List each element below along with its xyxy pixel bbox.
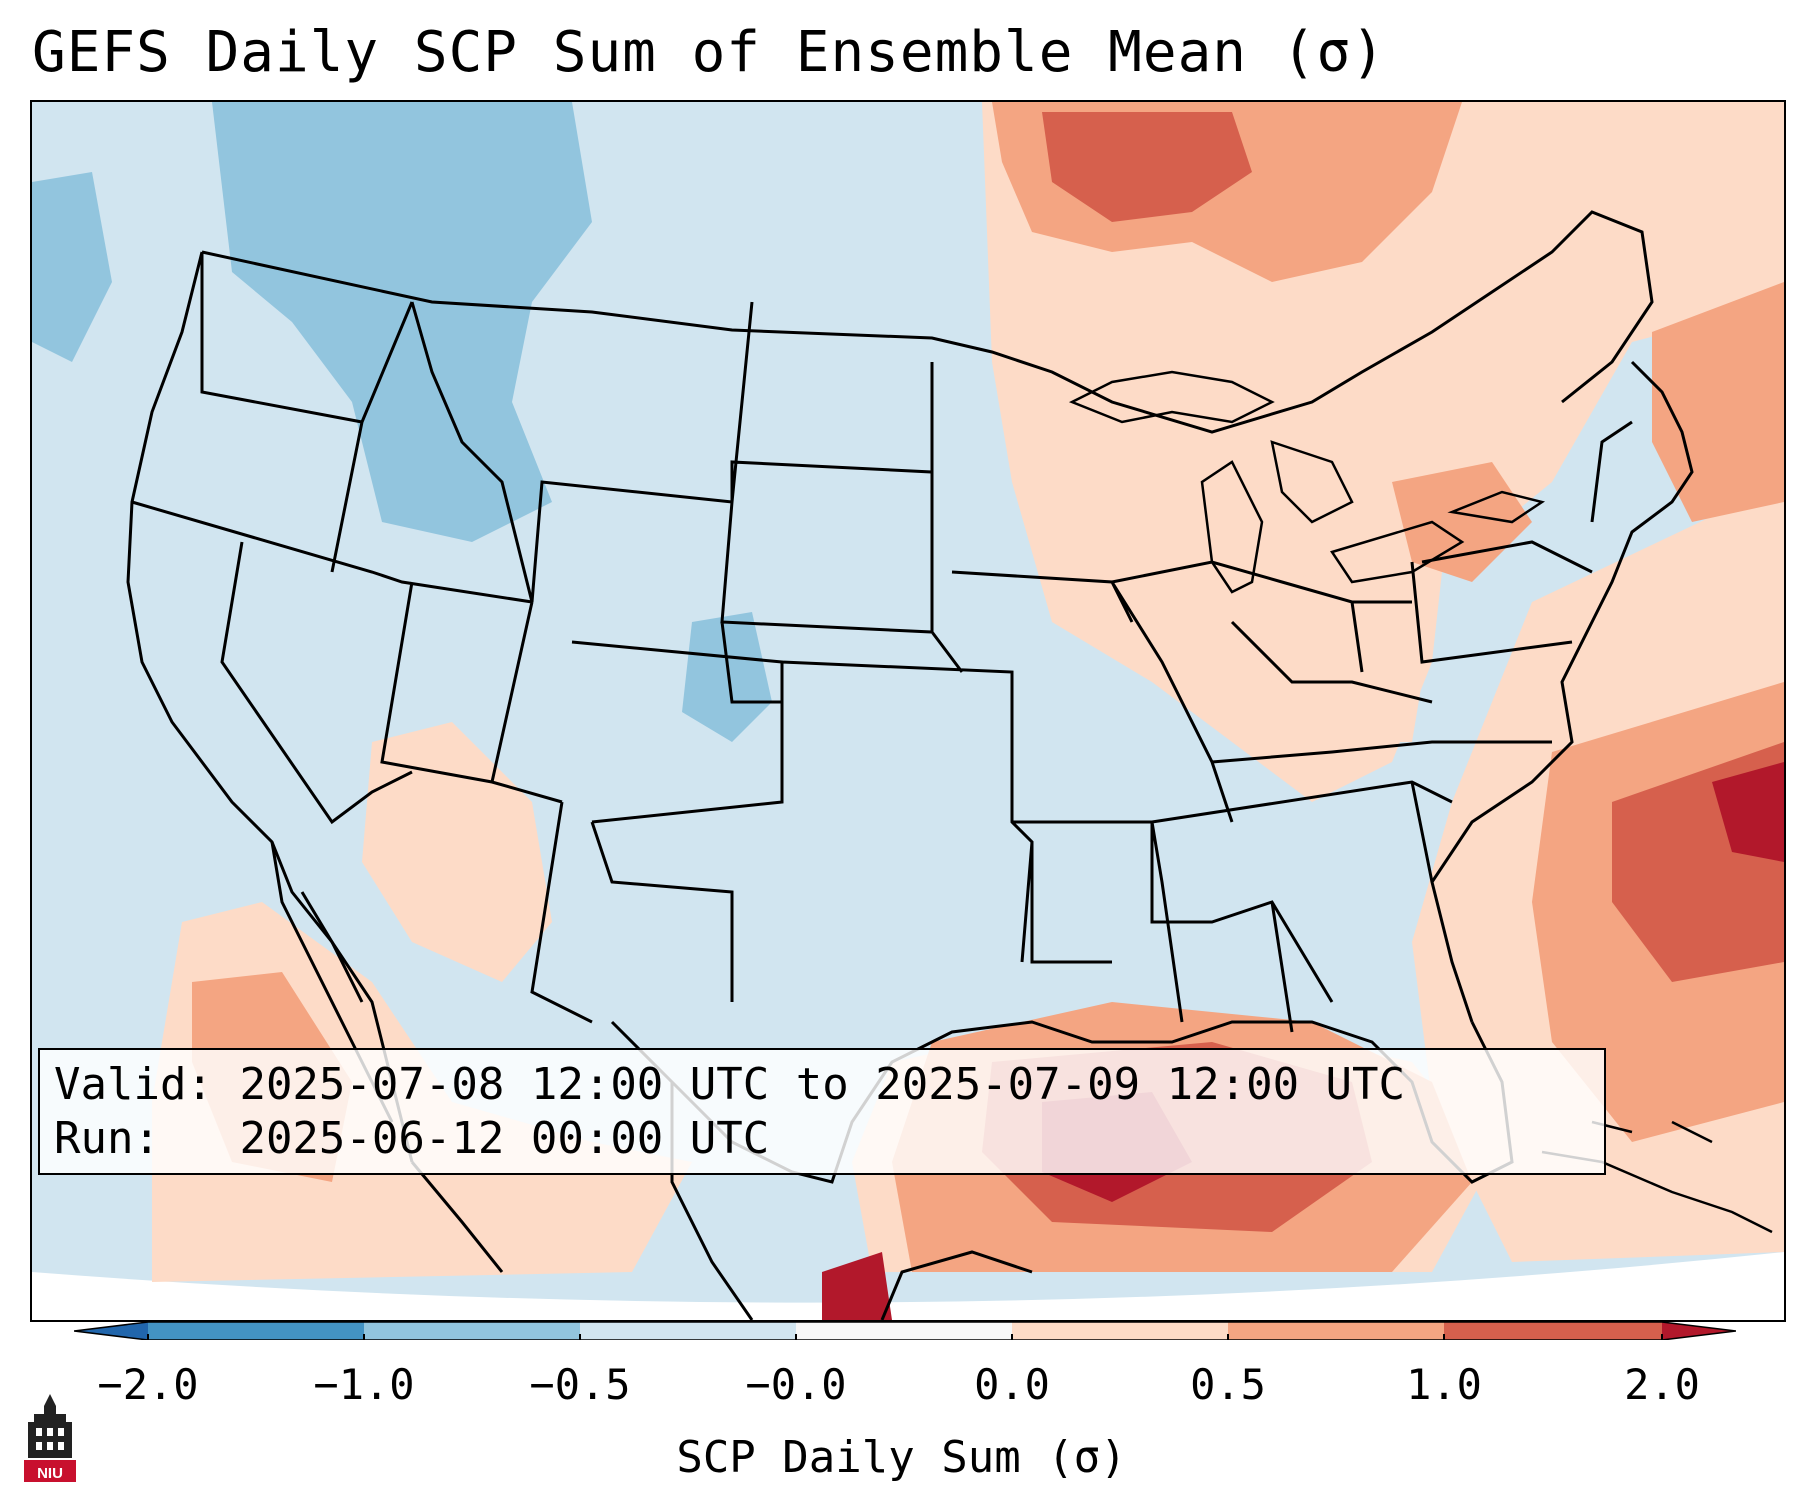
- great-lakes: [1068, 370, 1546, 594]
- projection-edge: [32, 1252, 1784, 1320]
- valid-time-value: 2025-07-08 12:00 UTC to 2025-07-09 12:00…: [239, 1059, 1406, 1110]
- run-time-row: Run: 2025-06-12 00:00 UTC: [54, 1112, 1590, 1166]
- niu-tower-icon: [24, 1394, 76, 1482]
- colorbar: [74, 1322, 1736, 1340]
- valid-time-row: Valid: 2025-07-08 12:00 UTC to 2025-07-0…: [54, 1058, 1590, 1112]
- colorbar-tick-label: 2.0: [1624, 1360, 1700, 1409]
- niu-logo-text: NIU: [37, 1465, 63, 1482]
- positive-anomaly-region: [1712, 762, 1784, 862]
- negative-anomaly-region: [212, 102, 592, 542]
- colorbar-tick-label: 0.5: [1190, 1360, 1266, 1409]
- us-coastline-west: [126, 251, 414, 1163]
- colorbar-tick-label: −1.0: [313, 1360, 415, 1409]
- colorbar-segment: [1228, 1322, 1444, 1340]
- colorbar-tick-label: −0.5: [529, 1360, 631, 1409]
- us-coastline-east: [1430, 360, 1694, 1023]
- colorbar-segment: [148, 1322, 364, 1340]
- colorbar-segment: [1012, 1322, 1228, 1340]
- positive-anomaly-region: [1042, 112, 1252, 222]
- positive-anomaly-region: [1392, 462, 1532, 582]
- negative-anomaly-region: [682, 612, 772, 742]
- niu-logo: NIU: [22, 1392, 78, 1484]
- colorbar-svg: [74, 1322, 1736, 1340]
- state-lines: [131, 252, 1633, 1033]
- colorbar-tick-label: −2.0: [97, 1360, 199, 1409]
- colorbar-tick-marks: [147, 1334, 1663, 1340]
- negative-anomaly-region: [32, 172, 112, 362]
- us-canada-border: [201, 210, 1654, 434]
- colorbar-segment: [796, 1322, 1012, 1340]
- positive-anomaly-region: [362, 722, 552, 982]
- positive-anomaly-region: [822, 1252, 892, 1320]
- positive-anomaly-region: [1232, 572, 1432, 742]
- colorbar-segment: [1444, 1322, 1662, 1340]
- colorbar-tick-label: −0.0: [745, 1360, 847, 1409]
- colorbar-segment: [364, 1322, 580, 1340]
- colorbar-label: SCP Daily Sum (σ): [676, 1432, 1127, 1483]
- run-time-value: 2025-06-12 00:00 UTC: [239, 1113, 770, 1164]
- colorbar-extend-high: [1662, 1322, 1736, 1340]
- colorbar-extend-low: [74, 1322, 148, 1340]
- run-label: Run:: [54, 1113, 160, 1164]
- valid-run-info-box: Valid: 2025-07-08 12:00 UTC to 2025-07-0…: [38, 1048, 1606, 1175]
- colorbar-segment: [580, 1322, 796, 1340]
- positive-anomaly-region: [1652, 282, 1784, 522]
- colorbar-tick-label: 1.0: [1406, 1360, 1482, 1409]
- positive-anomaly-region: [982, 102, 1784, 802]
- valid-label: Valid:: [54, 1059, 213, 1110]
- page-title: GEFS Daily SCP Sum of Ensemble Mean (σ): [32, 20, 1386, 85]
- colorbar-tick-label: 0.0: [974, 1360, 1050, 1409]
- colorbar-tick-labels: −2.0 −1.0 −0.5 −0.0 0.0 0.5 1.0 2.0: [0, 1360, 1803, 1420]
